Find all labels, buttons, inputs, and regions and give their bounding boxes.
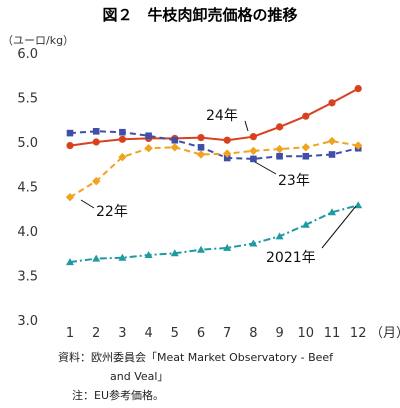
source-note-line1: 資料：欧州委員会「Meat Market Observatory - Beef	[58, 350, 334, 364]
data-point	[250, 155, 257, 163]
data-point	[144, 144, 153, 153]
series-line-1	[69, 130, 359, 160]
x-tick-label: 2	[92, 326, 100, 341]
data-point	[223, 149, 232, 158]
data-point	[223, 154, 231, 162]
data-point	[118, 135, 126, 143]
x-tick-label: 7	[223, 326, 231, 341]
data-point	[92, 128, 100, 135]
data-point	[92, 138, 100, 146]
series-labels: 24年 23年 22年 2021年	[80, 108, 357, 266]
leader-line-2021	[321, 205, 357, 249]
x-tick-label: 9	[275, 326, 283, 341]
source-note-line2: and Veal」	[110, 370, 168, 383]
leader-line-23	[254, 161, 277, 175]
footnote: 注：EU参考価格。	[72, 388, 164, 402]
x-tick-label: 4	[144, 326, 152, 341]
x-tick-label: 8	[249, 326, 257, 341]
data-point	[170, 249, 179, 257]
series-lines	[69, 87, 359, 264]
data-point	[328, 99, 336, 107]
data-point	[171, 136, 179, 144]
series-label-23: 23年	[278, 173, 310, 189]
data-point	[92, 254, 101, 262]
x-tick-label: 11	[324, 326, 341, 341]
data-point	[66, 258, 74, 266]
data-point	[301, 143, 310, 152]
series-markers	[65, 85, 363, 266]
data-point	[249, 239, 258, 247]
x-tick-label: 3	[118, 326, 126, 341]
data-point	[328, 208, 336, 216]
y-axis-unit: （ユーロ/kg）	[2, 34, 74, 47]
data-point	[354, 85, 362, 93]
data-point	[118, 152, 127, 162]
data-point	[223, 243, 232, 251]
data-point	[249, 146, 258, 156]
data-point	[144, 251, 153, 259]
data-point	[196, 150, 206, 159]
y-tick-label: 3.0	[17, 314, 38, 329]
series-line-3	[69, 204, 359, 264]
data-point	[66, 141, 74, 150]
data-point	[275, 144, 284, 154]
x-tick-label: 12	[350, 326, 367, 341]
series-label-22: 22年	[96, 204, 128, 220]
y-axis-ticks: 3.0 3.5 4.0 4.5 5.0 5.5 6.0	[17, 47, 38, 329]
y-tick-label: 4.5	[17, 181, 38, 196]
x-tick-label: 1	[66, 326, 74, 341]
data-point	[197, 144, 205, 151]
series-line-0	[69, 87, 359, 147]
y-tick-label: 5.0	[17, 136, 38, 151]
data-point	[301, 220, 310, 228]
series-label-2021: 2021年	[266, 250, 316, 266]
data-point	[65, 192, 75, 202]
data-point	[66, 129, 74, 137]
series-label-24: 24年	[206, 108, 238, 124]
x-axis-unit: （月）	[370, 326, 400, 341]
data-point	[302, 112, 310, 120]
leader-line-22	[80, 199, 95, 209]
data-point	[302, 152, 310, 160]
data-point	[145, 132, 152, 140]
data-point	[328, 151, 336, 158]
y-tick-label: 3.5	[17, 270, 38, 285]
data-point	[249, 133, 257, 141]
data-point	[118, 253, 127, 261]
leader-line-24	[244, 120, 249, 132]
y-tick-label: 5.5	[17, 92, 38, 107]
data-point	[170, 143, 179, 152]
data-point	[276, 123, 284, 131]
data-point	[119, 128, 126, 136]
x-tick-label: 5	[171, 326, 179, 341]
x-axis-ticks: 1 2 3 4 5 6 7 8 9 10 11 12	[66, 326, 367, 341]
x-tick-label: 6	[197, 326, 205, 341]
chart-title: 図２ 牛枝肉卸売価格の推移	[102, 6, 297, 24]
y-tick-label: 6.0	[17, 47, 38, 62]
x-tick-label: 10	[298, 326, 315, 341]
data-point	[275, 232, 284, 240]
data-point	[276, 152, 283, 160]
series-line-2	[69, 140, 359, 199]
data-point	[327, 136, 337, 146]
data-point	[92, 176, 101, 186]
data-point	[354, 141, 363, 150]
data-point	[223, 136, 231, 144]
data-point	[197, 133, 205, 142]
data-point	[197, 245, 205, 253]
y-tick-label: 4.0	[17, 225, 38, 240]
